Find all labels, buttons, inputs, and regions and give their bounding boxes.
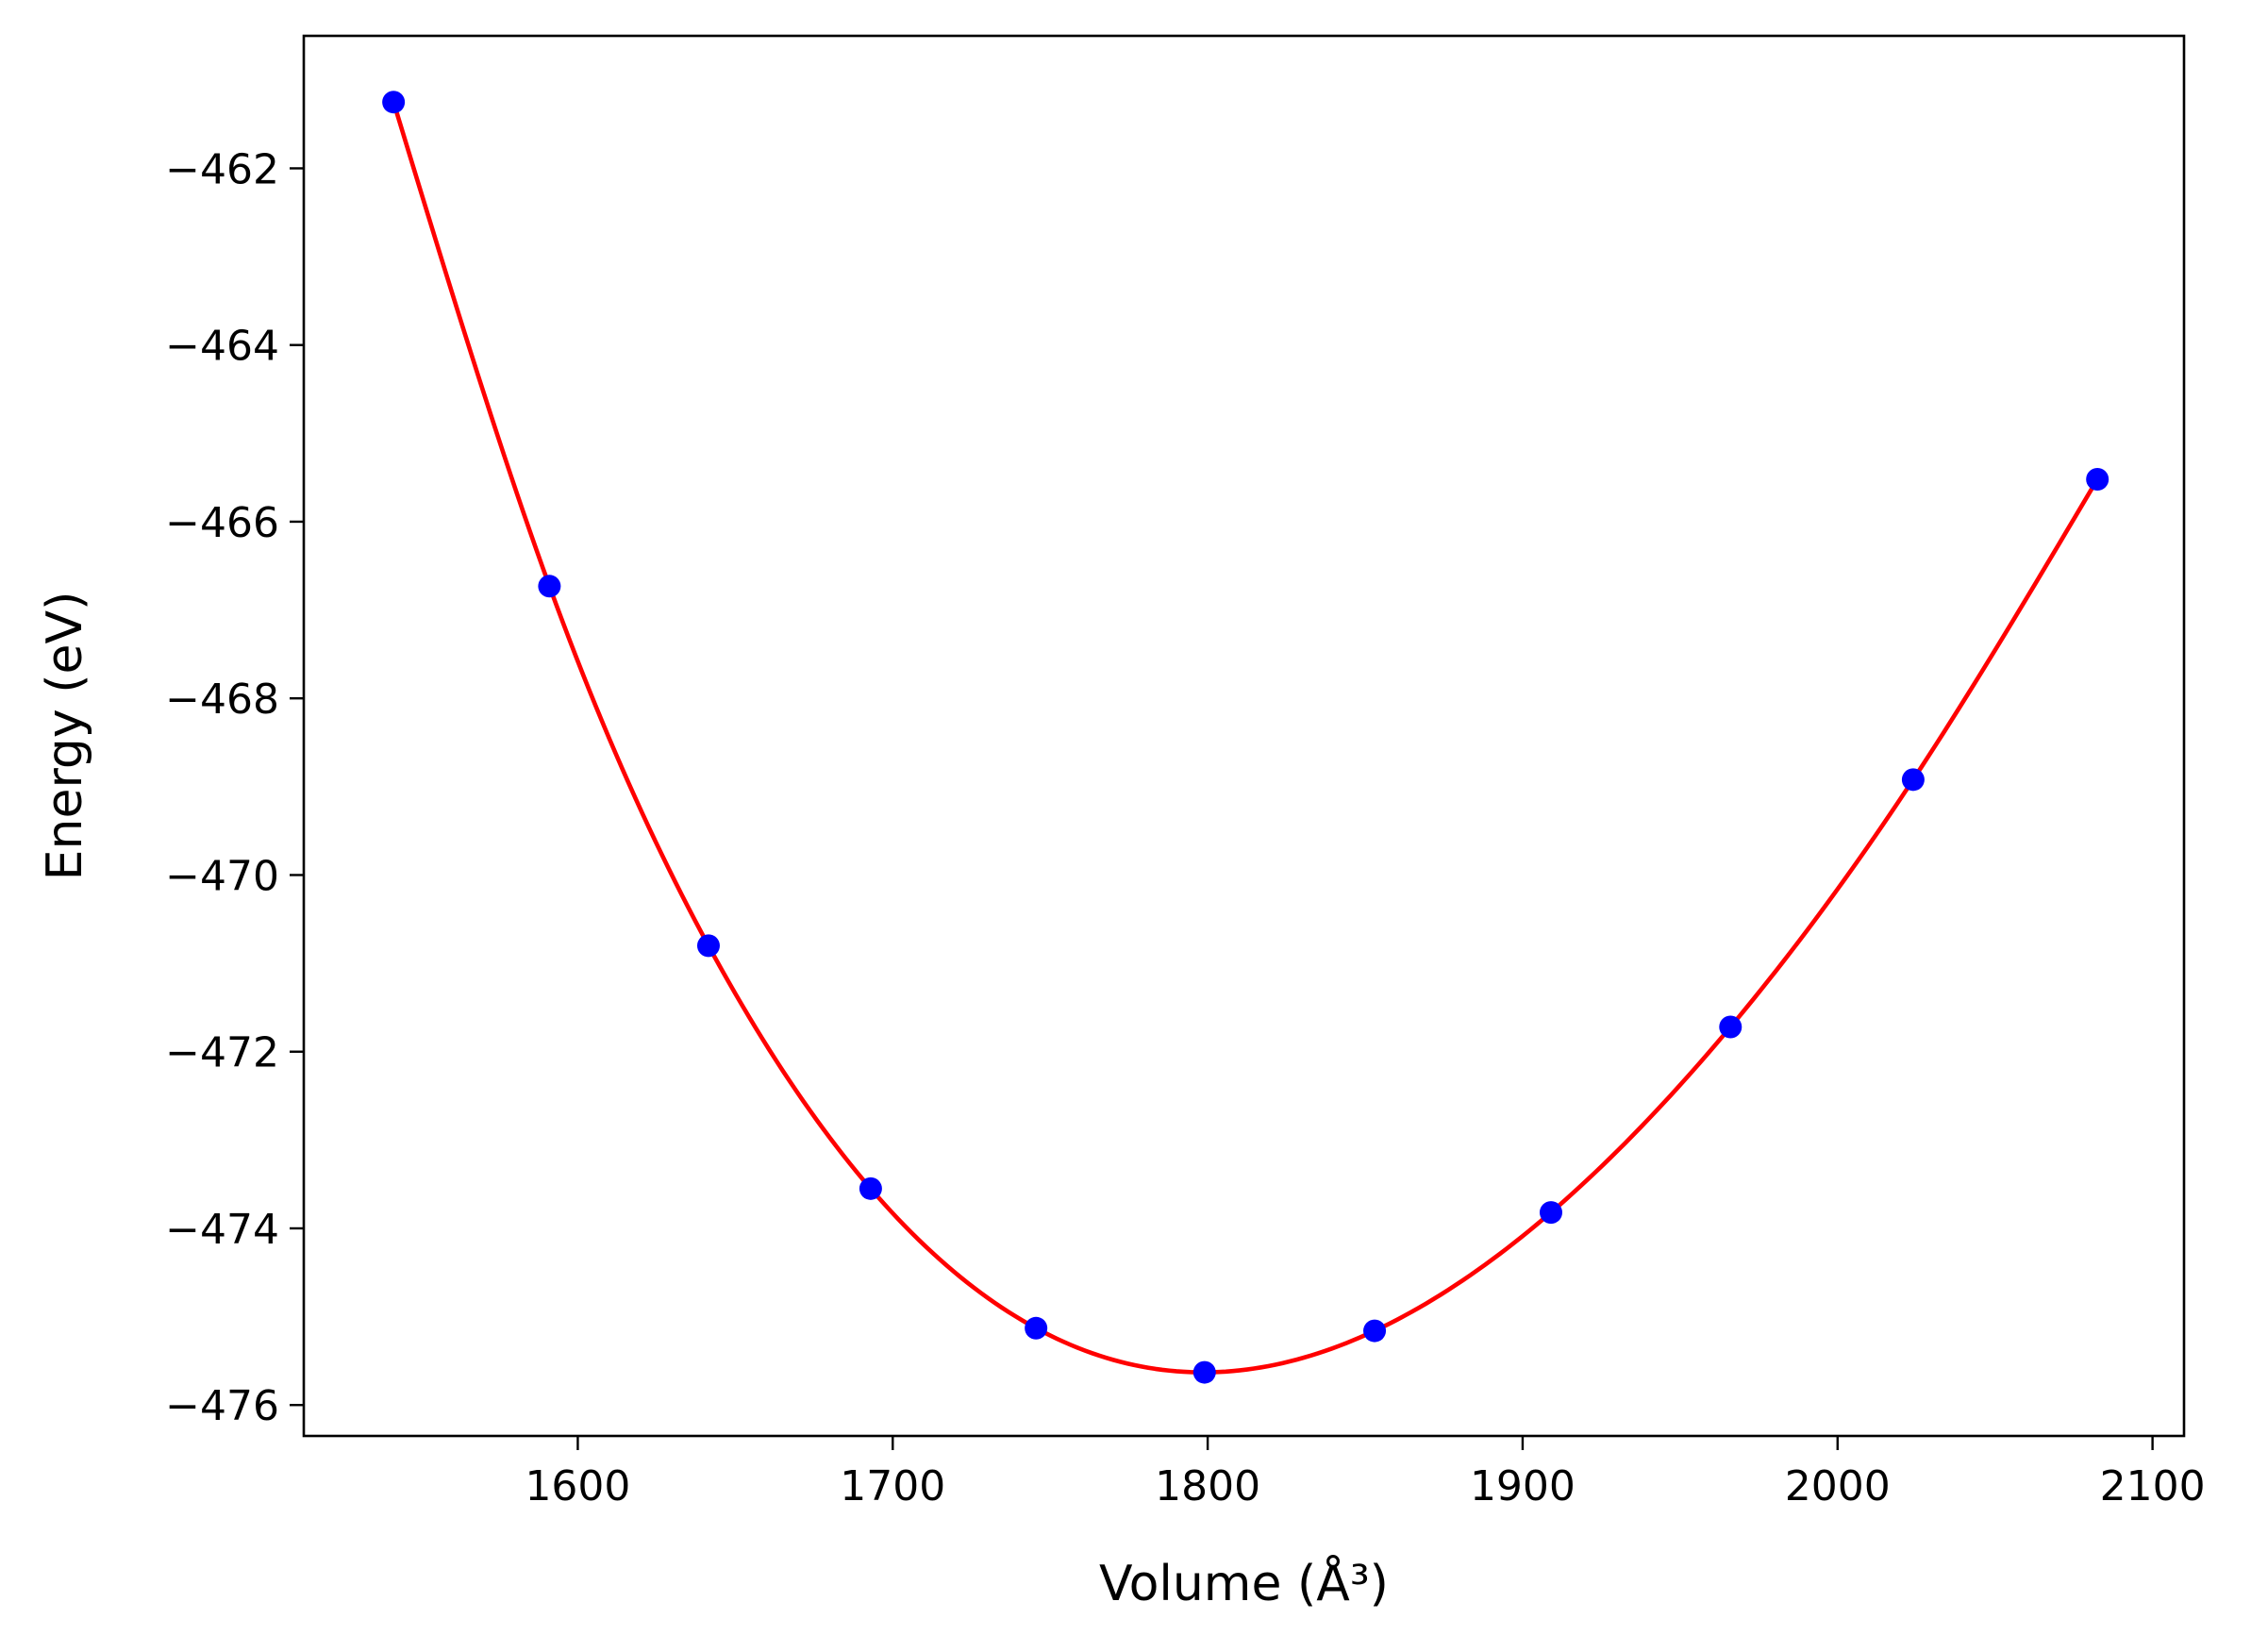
data-points-layer	[382, 91, 2109, 1384]
y-tick-label: −476	[165, 1382, 279, 1430]
data-point	[1901, 768, 1925, 792]
data-point	[1363, 1319, 1387, 1343]
x-tick-label: 1700	[840, 1462, 945, 1510]
y-tick-label: −472	[165, 1029, 279, 1077]
data-point	[696, 934, 720, 958]
x-axis-label: Volume (Å³)	[1099, 1554, 1389, 1612]
x-tick-label: 2000	[1785, 1462, 1891, 1510]
y-axis-label: Energy (eV)	[37, 592, 93, 881]
data-point	[382, 91, 406, 114]
data-point	[859, 1176, 882, 1200]
x-tick-label: 1900	[1470, 1462, 1576, 1510]
plot-frame	[302, 34, 2186, 1438]
data-point	[1192, 1360, 1216, 1384]
data-point	[2086, 468, 2109, 492]
y-axis-ticks: −462 −464 −466 −468 −470 −472 −474 −476	[165, 145, 304, 1430]
data-point	[538, 575, 561, 598]
data-point	[1025, 1316, 1048, 1340]
y-tick-label: −462	[165, 145, 279, 193]
y-tick-label: −474	[165, 1206, 279, 1254]
x-tick-label: 1800	[1155, 1462, 1260, 1510]
y-tick-label: −470	[165, 852, 279, 900]
y-tick-label: −466	[165, 499, 279, 547]
x-tick-label: 2100	[2100, 1462, 2206, 1510]
y-tick-label: −464	[165, 323, 279, 371]
y-tick-label: −468	[165, 676, 279, 724]
x-tick-label: 1600	[525, 1462, 630, 1510]
x-axis-ticks: 1600 1700 1800 1900 2000 2100	[525, 1436, 2206, 1510]
data-point	[1539, 1201, 1562, 1225]
data-point	[1719, 1015, 1742, 1039]
